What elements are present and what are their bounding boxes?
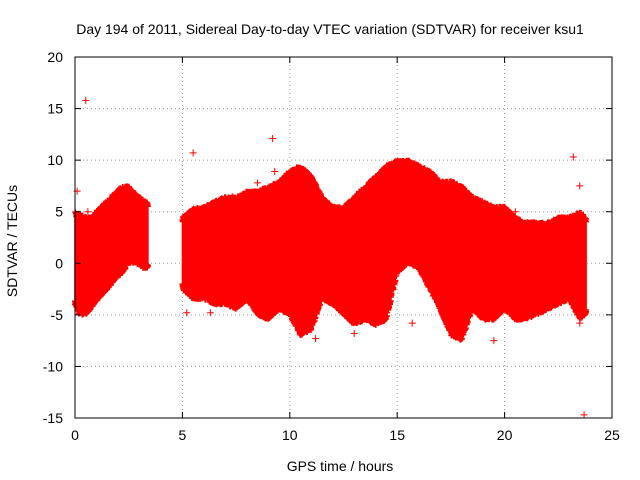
x-tick-label: 5 bbox=[179, 427, 187, 443]
outlier-points bbox=[73, 96, 588, 419]
x-tick-label: 25 bbox=[604, 427, 620, 443]
x-axis-label: GPS time / hours bbox=[287, 458, 394, 474]
chart-title: Day 194 of 2011, Sidereal Day-to-day VTE… bbox=[76, 21, 584, 37]
outlier-point bbox=[569, 153, 577, 161]
outlier-point bbox=[312, 335, 320, 343]
y-tick-label: -5 bbox=[51, 307, 64, 323]
outlier-point bbox=[408, 319, 416, 327]
outlier-point bbox=[82, 96, 90, 104]
x-tick-label: 20 bbox=[497, 427, 513, 443]
outlier-point bbox=[189, 149, 197, 157]
outlier-point bbox=[206, 309, 214, 317]
axis-ticks: 0 5 10 15 20 25 -15 -10 -5 0 5 10 15 20 bbox=[43, 49, 620, 443]
y-tick-label: 5 bbox=[55, 204, 63, 220]
outlier-point bbox=[580, 411, 588, 419]
outlier-point bbox=[511, 208, 519, 216]
outlier-point bbox=[576, 182, 584, 190]
x-tick-label: 10 bbox=[282, 427, 298, 443]
outlier-point bbox=[576, 319, 584, 327]
x-tick-label: 0 bbox=[71, 427, 79, 443]
y-tick-label: 15 bbox=[47, 101, 63, 117]
plot-frame bbox=[74, 56, 613, 419]
outlier-point bbox=[254, 179, 262, 187]
outlier-point bbox=[350, 329, 358, 337]
outlier-point bbox=[84, 208, 92, 216]
y-tick-label: 10 bbox=[47, 152, 63, 168]
outlier-point bbox=[271, 167, 279, 175]
x-tick-label: 15 bbox=[389, 427, 405, 443]
outlier-point bbox=[490, 337, 498, 345]
y-tick-label: -15 bbox=[43, 410, 63, 426]
outlier-point bbox=[453, 185, 461, 193]
y-tick-label: 0 bbox=[55, 255, 63, 271]
outlier-point bbox=[183, 309, 191, 317]
y-axis-label: SDTVAR / TECUs bbox=[4, 185, 20, 297]
y-tick-label: 20 bbox=[47, 49, 63, 65]
y-tick-label: -10 bbox=[43, 358, 63, 374]
outlier-point bbox=[269, 134, 277, 142]
